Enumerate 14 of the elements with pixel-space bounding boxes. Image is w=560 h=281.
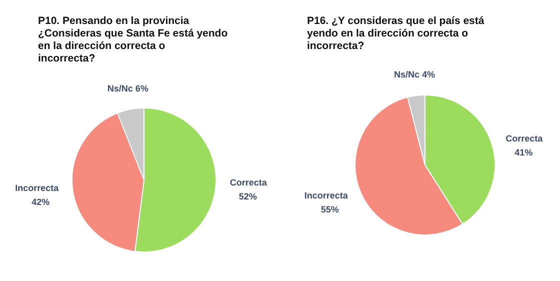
slice-label: Incorrecta <box>15 182 60 193</box>
slice-label: Ns/Nc <box>107 84 133 94</box>
data-label: 55% <box>320 204 339 214</box>
data-label: 4% <box>422 70 435 80</box>
slice-label: Correcta <box>506 134 544 144</box>
data-label: 6% <box>135 84 148 94</box>
data-label: 52% <box>238 191 257 202</box>
chart-title: P10. Pensando en la provincia ¿Consideras que Santa Fe está yendo en la dirección correcta o incorrecta? <box>38 15 228 64</box>
chart-title: P16. ¿Y consideras que el país está yendo en la dirección correcta o incorrecta? <box>307 15 484 52</box>
slice-label: Ns/Nc <box>394 70 420 80</box>
slice-label: Correcta <box>230 177 268 188</box>
data-label: 42% <box>32 196 50 207</box>
slice-label: Incorrecta <box>304 190 349 200</box>
data-label: 41% <box>514 148 533 158</box>
